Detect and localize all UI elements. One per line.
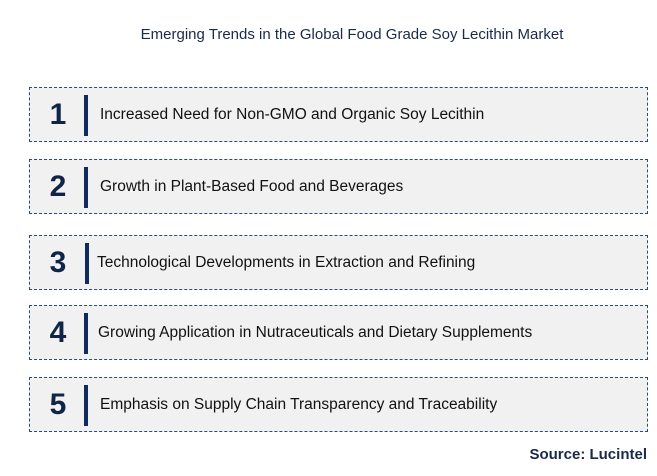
trend-divider-bar-2 <box>84 167 88 208</box>
trend-item-5: 5 Emphasis on Supply Chain Transparency … <box>29 377 648 432</box>
trend-number-4: 4 <box>49 315 67 349</box>
trend-number-1: 1 <box>49 97 67 131</box>
source-credit: Source: Lucintel <box>529 446 647 463</box>
trend-text-4: Growing Application in Nutraceuticals an… <box>98 323 533 341</box>
trend-divider-bar-1 <box>84 95 88 136</box>
trend-item-3: 3 Technological Developments in Extracti… <box>29 235 648 290</box>
trend-divider-bar-5 <box>84 385 88 426</box>
trend-text-3: Technological Developments in Extraction… <box>97 253 476 271</box>
trend-text-1: Increased Need for Non-GMO and Organic S… <box>100 105 485 123</box>
trend-number-3: 3 <box>49 245 67 279</box>
trend-item-4: 4 Growing Application in Nutraceuticals … <box>29 305 648 360</box>
trend-text-5: Emphasis on Supply Chain Transparency an… <box>100 395 498 413</box>
trend-number-2: 2 <box>49 169 67 203</box>
trend-item-2: 2 Growth in Plant-Based Food and Beverag… <box>29 159 648 214</box>
trend-text-2: Growth in Plant-Based Food and Beverages <box>100 177 404 195</box>
trend-divider-bar-3 <box>85 243 89 284</box>
diagram-title: Emerging Trends in the Global Food Grade… <box>140 26 564 43</box>
trend-item-1: 1 Increased Need for Non-GMO and Organic… <box>29 87 648 142</box>
trend-number-5: 5 <box>49 387 67 421</box>
trend-divider-bar-4 <box>84 313 88 354</box>
